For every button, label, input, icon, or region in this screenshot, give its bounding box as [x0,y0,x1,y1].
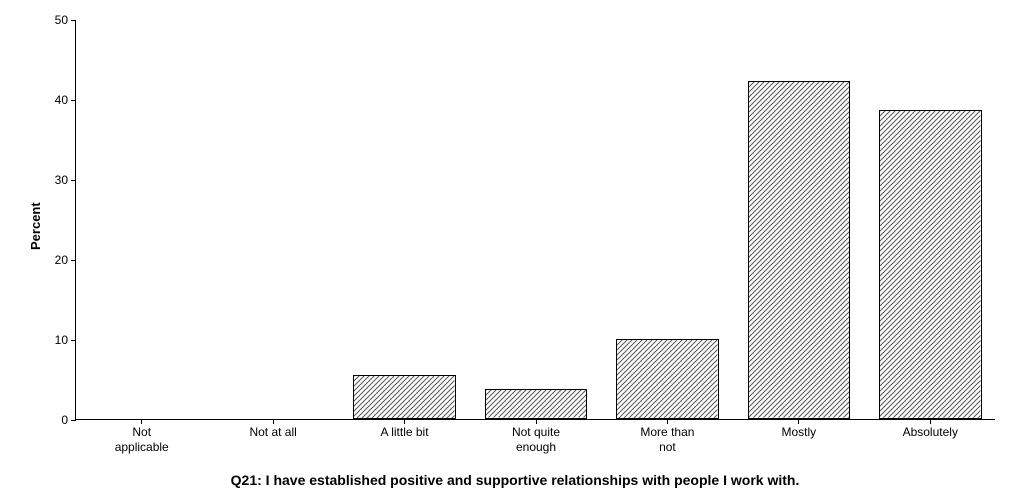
x-label: Absolutely [865,419,996,440]
y-tick: 30 [55,173,76,187]
y-axis-label: Percent [28,202,43,250]
x-label: Not quiteenough [470,419,601,455]
bar [748,81,851,419]
y-tick: 50 [55,13,76,27]
bar [485,389,588,419]
y-tick: 40 [55,93,76,107]
x-label: Notapplicable [76,419,207,455]
bar [879,110,982,419]
bar [616,339,719,419]
bar [353,375,456,419]
x-label: Mostly [733,419,864,440]
bars-layer [76,20,995,419]
chart-caption: Q21: I have established positive and sup… [0,472,1030,488]
y-tick: 10 [55,333,76,347]
plot-area: 01020304050NotapplicableNot at allA litt… [75,20,995,420]
x-label: A little bit [339,419,470,440]
x-label: More thannot [602,419,733,455]
x-label: Not at all [207,419,338,440]
y-tick: 20 [55,253,76,267]
bar-chart: 0 10 20 30 40 50 NotapplicableNot at allA litt… [0,0,1030,500]
y-tick: 0 [61,413,76,427]
